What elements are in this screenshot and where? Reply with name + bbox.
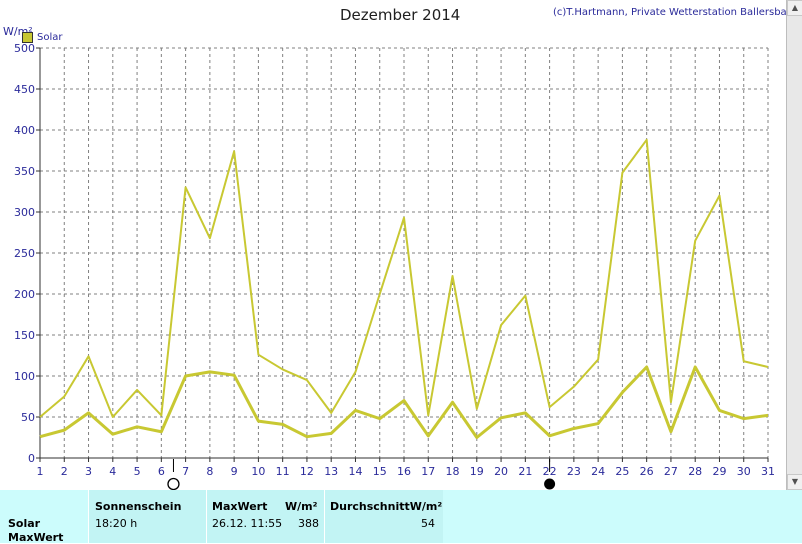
x-tick-label: 6: [158, 465, 165, 478]
y-tick-label: 150: [14, 329, 35, 342]
x-tick-label: 17: [421, 465, 435, 478]
x-tick-label: 12: [300, 465, 314, 478]
full-moon-icon: [167, 477, 180, 490]
x-tick-label: 27: [664, 465, 678, 478]
legend-swatch: [22, 32, 33, 43]
stats-panel: Solar MaxWert Sonnenschein 18:20 h MaxWe…: [0, 490, 802, 544]
legend-label: Solar: [37, 32, 63, 43]
x-tick-label: 18: [446, 465, 460, 478]
x-tick-label: 23: [567, 465, 581, 478]
max-column: [206, 490, 325, 543]
x-tick-label: 13: [324, 465, 338, 478]
x-tick-label: 21: [518, 465, 532, 478]
y-tick-label: 400: [14, 124, 35, 137]
x-tick-label: 7: [182, 465, 189, 478]
x-tick-label: 26: [640, 465, 654, 478]
series-line-avg: [39, 365, 769, 439]
y-tick-label: 500: [14, 42, 35, 55]
sunshine-column: [88, 490, 207, 543]
x-tick-label: 5: [134, 465, 141, 478]
y-tick-label: 300: [14, 206, 35, 219]
x-tick-label: 19: [470, 465, 484, 478]
chart-title: Dezember 2014: [340, 6, 461, 24]
average-value: 54: [421, 517, 435, 530]
new-moon-icon: [544, 478, 556, 490]
x-tick-label: 14: [348, 465, 362, 478]
x-tick-label: 31: [761, 465, 775, 478]
y-tick-label: 350: [14, 165, 35, 178]
x-tick-label: 15: [373, 465, 387, 478]
x-tick-label: 20: [494, 465, 508, 478]
average-header: DurchschnittW/m²: [330, 500, 443, 513]
row-label-maxwert: MaxWert: [8, 531, 64, 544]
max-unit: W/m²: [285, 500, 318, 513]
average-column: [324, 490, 443, 543]
solar-chart: 1 2 3 4 5 6 7 8 9 10 11 12 13 14 15 16 17 18 19 20 21 22 23 24 2…: [14, 42, 775, 490]
x-tick-label: 3: [85, 465, 92, 478]
y-tick-label: 250: [14, 247, 35, 260]
y-tick-label: 450: [14, 83, 35, 96]
sunshine-value: 18:20 h: [95, 517, 138, 530]
x-tick-label: 25: [615, 465, 629, 478]
x-tick-label: 29: [712, 465, 726, 478]
x-tick-label: 28: [688, 465, 702, 478]
scroll-up-icon[interactable]: ▲: [787, 0, 802, 16]
x-tick-label: 30: [737, 465, 751, 478]
x-tick-label: 2: [61, 465, 68, 478]
x-tick-label: 9: [231, 465, 238, 478]
max-value: 388: [298, 517, 319, 530]
x-tick-label: 8: [206, 465, 213, 478]
credit-text: (c)T.Hartmann, Private Wetterstation Bal…: [553, 7, 799, 18]
y-tick-label: 50: [21, 411, 35, 424]
legend: Solar: [22, 32, 62, 43]
row-label-solar: Solar: [8, 517, 41, 530]
x-tick-label: 10: [251, 465, 265, 478]
max-header: MaxWert: [212, 500, 268, 513]
y-tick-label: 0: [28, 452, 35, 465]
x-tick-label: 16: [397, 465, 411, 478]
x-tick-label: 24: [591, 465, 605, 478]
x-tick-label: 4: [109, 465, 116, 478]
x-tick-label: 11: [276, 465, 290, 478]
vertical-scrollbar[interactable]: ▲ ▼: [786, 0, 802, 490]
y-tick-label: 100: [14, 370, 35, 383]
max-time: 26.12. 11:55: [212, 517, 283, 530]
x-tick-label: 1: [37, 465, 44, 478]
series-line-max: [39, 138, 769, 418]
sunshine-header: Sonnenschein: [95, 500, 182, 513]
y-tick-label: 200: [14, 288, 35, 301]
scroll-down-icon[interactable]: ▼: [787, 474, 802, 490]
